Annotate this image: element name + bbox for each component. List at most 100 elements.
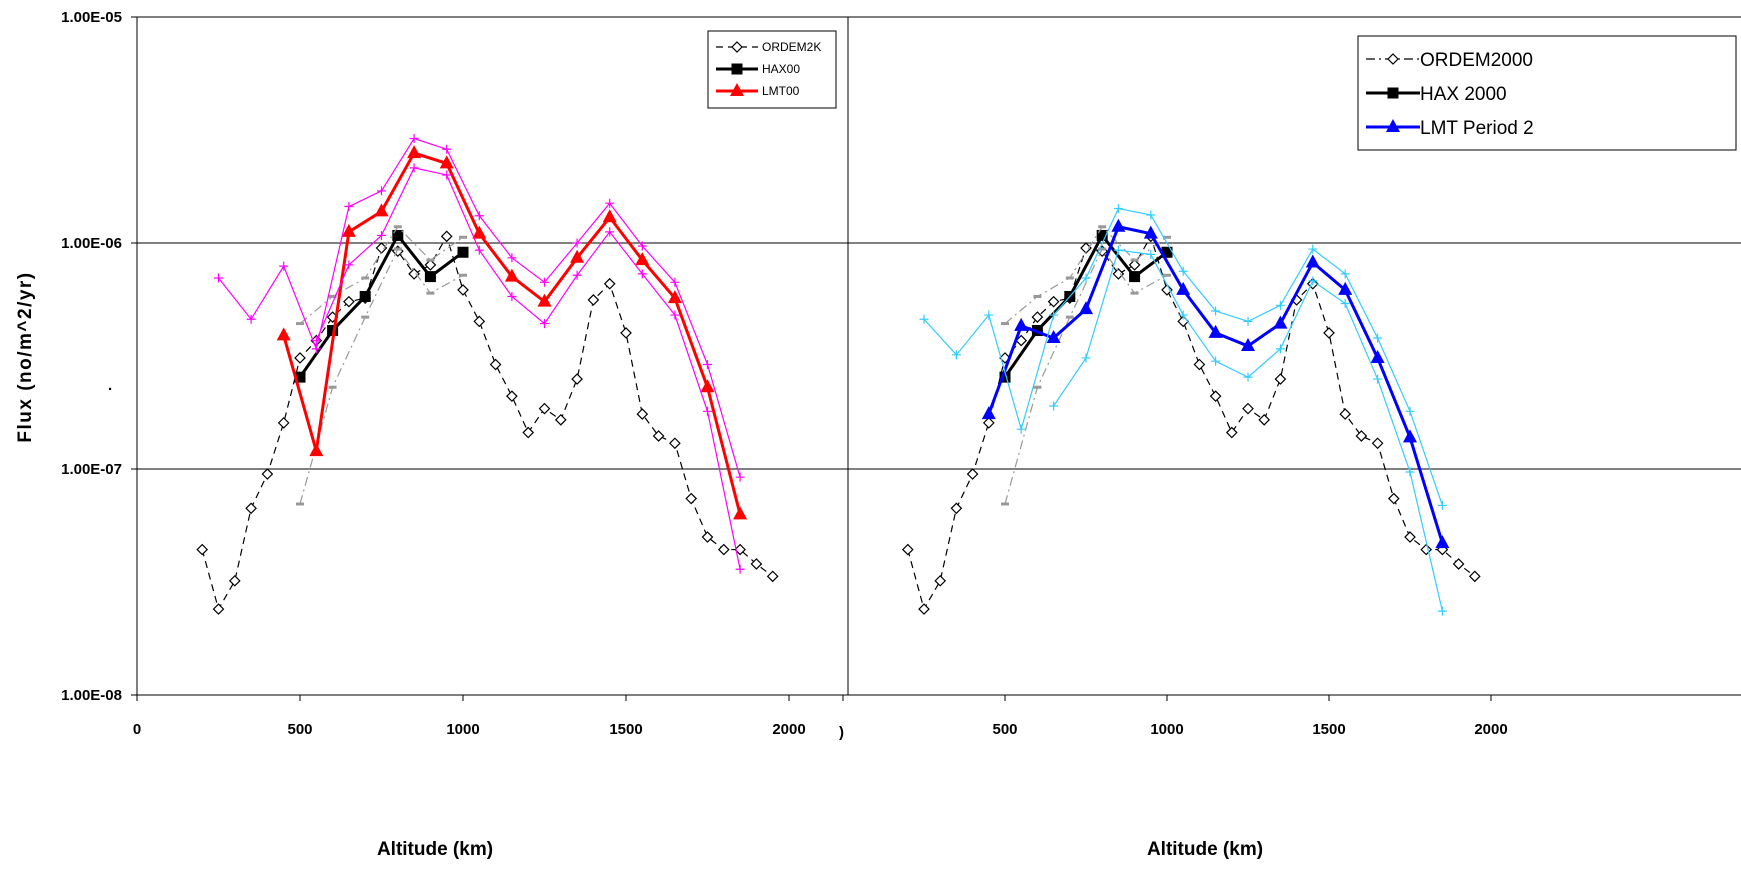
data-point <box>1031 311 1044 323</box>
data-point <box>1046 329 1061 343</box>
right-legend: ORDEM2000 HAX 2000 LMT Period 2 <box>1357 35 1737 151</box>
x-tick-label: 2000 <box>1474 721 1507 738</box>
data-point <box>1403 429 1417 443</box>
left-gridlines <box>137 242 848 470</box>
right-chart-panel: 500 1000 1500 2000 Altitude (km) ) ORDEM200… <box>839 16 1741 860</box>
data-point <box>1242 402 1254 415</box>
y-tick-label: 1.00E-06 <box>61 235 122 252</box>
data-point <box>261 468 274 480</box>
data-point <box>294 352 306 364</box>
series-band-2 <box>1001 225 1171 326</box>
data-point <box>538 402 551 415</box>
data-point <box>294 371 306 383</box>
x-tick-label: 500 <box>992 721 1017 738</box>
data-point <box>507 253 517 263</box>
stray-dot-mark: . <box>108 377 112 394</box>
data-point <box>605 227 615 237</box>
data-point <box>245 502 257 515</box>
data-point <box>375 242 388 254</box>
data-point <box>311 344 321 354</box>
data-point <box>474 211 484 221</box>
series-band-3 <box>296 247 467 506</box>
data-point <box>1371 437 1384 450</box>
data-point <box>1049 310 1059 320</box>
data-point <box>1308 244 1318 254</box>
data-point <box>572 238 582 248</box>
data-point <box>1047 295 1060 308</box>
series-line <box>201 234 774 611</box>
data-point <box>984 310 994 320</box>
data-point <box>1161 284 1173 296</box>
data-point <box>408 268 420 280</box>
x-tick-label: 0 <box>133 721 141 738</box>
y-tick-label: 1.00E-05 <box>61 9 122 26</box>
data-point <box>1178 310 1188 320</box>
data-point <box>733 506 748 520</box>
legend-box <box>1357 35 1737 151</box>
data-point <box>1340 269 1350 279</box>
data-point <box>341 223 356 237</box>
data-point <box>1274 373 1287 385</box>
data-point <box>966 468 979 480</box>
data-point <box>670 310 680 320</box>
data-point <box>1079 301 1093 315</box>
data-point <box>1338 281 1353 295</box>
data-point <box>489 358 502 371</box>
data-point <box>571 373 583 385</box>
data-point <box>439 155 454 169</box>
data-point <box>442 170 452 180</box>
data-point <box>717 543 730 556</box>
data-point <box>457 246 469 258</box>
x-tick-label: 2000 <box>772 721 805 738</box>
data-point <box>277 417 290 429</box>
data-point <box>1243 372 1253 382</box>
data-point <box>474 245 484 255</box>
data-point <box>950 502 963 515</box>
left-tick-labels: 0 500 1000 1500 2000 1.00E-08 1.00E-07 1.00E-06… <box>61 9 806 738</box>
data-point <box>377 230 386 240</box>
data-point <box>1096 229 1108 241</box>
data-point <box>1437 500 1447 510</box>
data-point <box>472 225 487 239</box>
data-point <box>1404 531 1416 543</box>
data-point <box>667 290 682 304</box>
legend-label: ORDEM2000 <box>1420 50 1533 71</box>
data-point <box>246 314 256 324</box>
data-point <box>1340 298 1350 308</box>
data-point <box>602 209 617 223</box>
right-gridlines <box>848 242 1741 470</box>
data-point <box>522 426 535 439</box>
data-point <box>537 293 552 307</box>
data-point <box>1143 225 1158 239</box>
right-series-group <box>901 204 1481 616</box>
data-point <box>981 406 996 420</box>
data-point <box>919 314 929 324</box>
series-line <box>1004 247 1168 505</box>
data-point <box>212 603 225 615</box>
series-line <box>1053 249 1443 612</box>
data-point <box>605 198 615 208</box>
data-point <box>620 327 632 339</box>
data-point <box>918 603 930 615</box>
right-axes <box>842 16 1741 701</box>
data-point <box>1178 266 1188 276</box>
y-axis-title: Flux (no/m^2/yr) <box>15 271 36 442</box>
data-point <box>1370 349 1385 363</box>
data-point <box>327 325 339 337</box>
data-point <box>670 277 680 287</box>
data-point <box>1275 300 1285 310</box>
data-point <box>572 270 582 280</box>
data-point <box>504 268 519 282</box>
data-point <box>506 390 518 403</box>
data-point <box>700 379 715 393</box>
data-point <box>228 574 241 587</box>
data-point <box>344 202 354 212</box>
data-point <box>1161 246 1173 258</box>
data-point <box>343 295 355 308</box>
left-axes <box>131 16 848 701</box>
data-point <box>685 492 698 505</box>
data-point <box>276 327 291 341</box>
data-point <box>766 570 779 583</box>
data-point <box>637 269 647 279</box>
